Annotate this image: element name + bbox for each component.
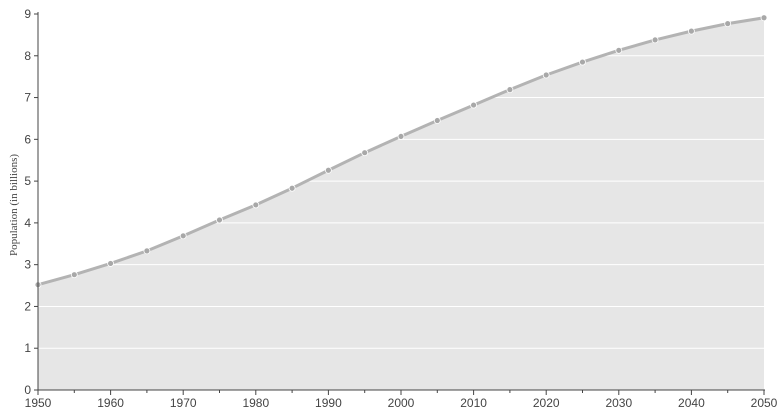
data-point	[107, 260, 114, 267]
plot-area	[34, 13, 768, 390]
data-point	[361, 149, 369, 157]
data-point	[216, 216, 223, 224]
y-tick-label: 8	[24, 49, 31, 63]
data-point	[760, 14, 768, 22]
data-point	[688, 27, 695, 35]
y-tick-label: 5	[24, 174, 31, 188]
area-fill	[38, 17, 764, 390]
y-tick-label: 2	[24, 299, 31, 313]
data-point	[579, 58, 586, 66]
data-point	[70, 271, 78, 279]
x-tick-label: 2050	[751, 396, 778, 409]
y-tick-label: 1	[24, 341, 31, 355]
x-tick-label: 2030	[605, 396, 632, 409]
x-tick-label: 1970	[170, 396, 197, 409]
data-point	[288, 184, 296, 192]
data-point	[324, 166, 332, 174]
y-tick-label: 7	[24, 91, 31, 105]
tick-labels: 0 1 2 3 4 5 6 7 8 9 1950 1960 1970 1980 1990 2000 2010 20…	[24, 7, 777, 409]
x-tick-label: 1960	[97, 396, 124, 409]
x-tick-label: 2000	[388, 396, 415, 409]
data-point	[179, 232, 187, 240]
x-tick-label: 2040	[678, 396, 705, 409]
x-tick-label: 1980	[242, 396, 269, 409]
data-point	[651, 36, 659, 44]
data-point	[252, 201, 260, 209]
y-tick-label: 4	[24, 216, 31, 230]
x-tick-label: 2020	[533, 396, 560, 409]
data-point	[433, 117, 441, 124]
x-tick-label: 1950	[25, 396, 52, 409]
data-point	[615, 46, 623, 54]
data-point	[506, 86, 514, 94]
axes	[34, 12, 765, 395]
data-point	[542, 71, 550, 79]
x-tick-label: 2010	[460, 396, 487, 409]
data-point	[143, 247, 151, 255]
data-point	[397, 133, 405, 140]
data-point	[724, 20, 732, 28]
data-point	[470, 101, 478, 109]
y-axis-title: Population (in billions)	[8, 154, 20, 256]
x-tick-label: 1990	[315, 396, 342, 409]
y-tick-label: 9	[24, 7, 31, 21]
y-tick-label: 6	[24, 132, 31, 146]
y-tick-label: 3	[24, 258, 31, 272]
y-tick-label: 0	[24, 383, 31, 397]
